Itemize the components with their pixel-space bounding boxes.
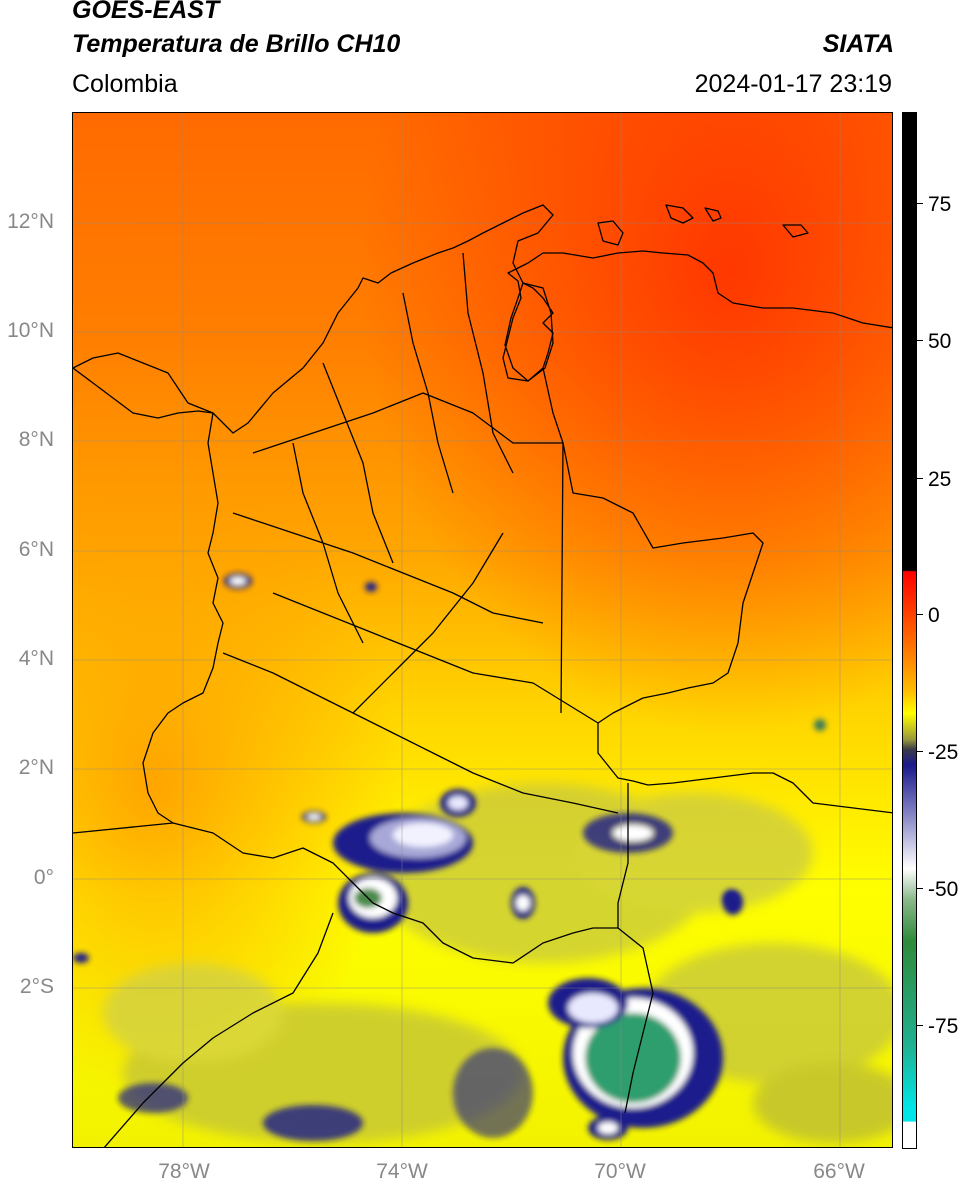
cloud-cluster-north: [333, 789, 476, 933]
lake-maracaibo: [504, 282, 554, 382]
caribbean-coastline: [73, 204, 892, 434]
colorbar-label-neg50: -50: [928, 878, 959, 901]
lat-label-2s: 2°S: [19, 975, 54, 998]
southwest-coastline: [103, 912, 334, 1147]
colorbar-label-0: 0: [928, 604, 940, 627]
colorbar-tick: [917, 478, 923, 479]
lat-label-12n: 12°N: [7, 210, 54, 233]
map-canvas: [73, 113, 892, 1147]
colorbar-label-50: 50: [928, 330, 952, 353]
lat-label-2n: 2°N: [18, 756, 54, 779]
lat-label-10n: 10°N: [7, 319, 54, 342]
colorbar-label-neg25: -25: [928, 741, 959, 764]
satellite-map[interactable]: [72, 112, 893, 1148]
organization-label: SIATA: [822, 30, 894, 58]
panama-isthmus: [73, 367, 214, 419]
colorbar-label-neg75: -75: [928, 1015, 959, 1038]
colombia-brazil-border: [560, 442, 654, 1114]
colorbar-tick: [917, 888, 923, 889]
lat-label-0: 0°: [33, 866, 54, 889]
lon-label-70w: 70°W: [594, 1160, 646, 1183]
lat-label-4n: 4°N: [18, 647, 54, 670]
cloud-cluster-south: [118, 978, 723, 1141]
satellite-title: GOES-EAST: [72, 0, 220, 24]
colorbar-label-25: 25: [928, 468, 952, 491]
lon-label-78w: 78°W: [158, 1160, 210, 1183]
pacific-coastline: [73, 412, 224, 834]
boundaries: [73, 204, 892, 1147]
colombia-venezuela-border: [542, 367, 892, 814]
colorbar-tick: [917, 340, 923, 341]
colorbar-tick: [917, 203, 923, 204]
lat-label-8n: 8°N: [18, 428, 54, 451]
lon-label-74w: 74°W: [376, 1160, 428, 1183]
small-cells: [73, 573, 826, 963]
colorbar-tick: [917, 1025, 923, 1026]
datetime-label: 2024-01-17 23:19: [694, 70, 892, 98]
colorbar: [902, 112, 917, 1149]
colorbar-tick: [917, 751, 923, 752]
lon-label-66w: 66°W: [813, 1160, 865, 1183]
region-label: Colombia: [72, 70, 178, 98]
department-lines: [222, 252, 619, 814]
lat-label-6n: 6°N: [18, 538, 54, 561]
product-title: Temperatura de Brillo CH10: [72, 30, 401, 58]
graticule: [73, 113, 892, 1147]
aruba-curacao: [597, 204, 809, 246]
colombia-ecuador-peru-border: [172, 822, 618, 964]
colorbar-label-75: 75: [928, 193, 952, 216]
colorbar-tick: [917, 614, 923, 615]
